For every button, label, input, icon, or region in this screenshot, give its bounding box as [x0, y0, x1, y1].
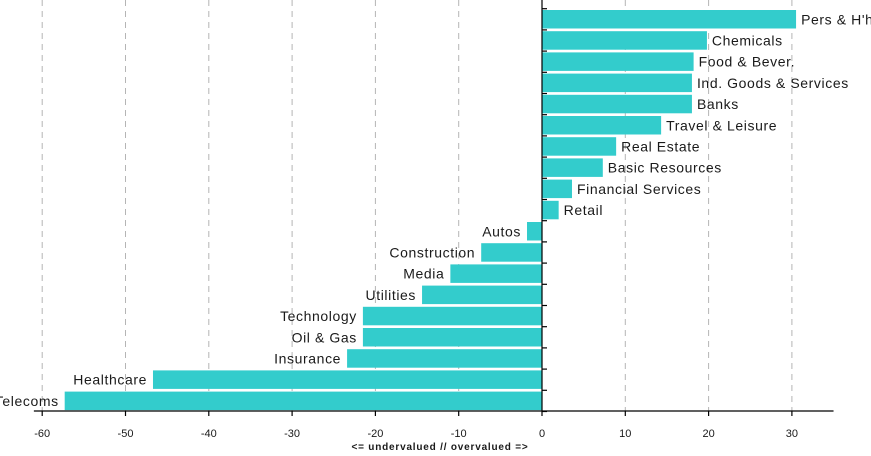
bar-4 [542, 94, 692, 114]
category-label-0: Pers & H'hold Goods [801, 11, 871, 27]
bar-5 [542, 116, 662, 135]
category-label-13: Utilities [366, 287, 417, 303]
x-tick-label-30: 30 [786, 428, 798, 440]
bar-0 [542, 10, 797, 29]
bar-2 [542, 52, 694, 71]
bar-6 [542, 137, 617, 156]
category-label-17: Healthcare [73, 372, 147, 388]
category-label-14: Technology [280, 308, 357, 324]
bar-13 [422, 285, 542, 305]
x-tick-label--20: -20 [367, 428, 383, 440]
x-tick-label--30: -30 [284, 428, 300, 440]
bar-8 [542, 179, 572, 199]
x-tick-label-20: 20 [702, 428, 714, 440]
axes [33, 0, 834, 416]
bar-7 [542, 158, 603, 177]
bar-3 [542, 73, 692, 93]
bar-17 [152, 370, 542, 389]
bar-11 [481, 243, 542, 262]
category-label-3: Ind. Goods & Services [697, 75, 849, 91]
x-tick-labels: -60 -50 -40 -30 -20 -10 0 10 20 30 [34, 428, 798, 440]
bar-10 [527, 222, 542, 241]
x-tick-label-0: 0 [539, 428, 545, 440]
x-tick-label--60: -60 [34, 428, 50, 440]
category-label-6: Real Estate [621, 138, 700, 154]
bar-1 [542, 31, 707, 50]
category-label-4: Banks [697, 96, 739, 112]
category-label-16: Insurance [274, 350, 341, 366]
x-tick-label--40: -40 [201, 428, 217, 440]
category-label-8: Financial Services [577, 181, 701, 197]
category-label-10: Autos [482, 223, 521, 239]
category-label-15: Oil & Gas [292, 329, 357, 345]
bar-15 [362, 328, 542, 347]
category-label-11: Construction [389, 244, 475, 260]
category-label-2: Food & Bever. [699, 54, 796, 70]
bar-16 [347, 349, 542, 368]
category-labels: Pers & H'hold Goods Chemicals Food & Bever… [0, 11, 871, 409]
bars [64, 10, 797, 411]
category-label-5: Travel & Leisure [666, 117, 777, 133]
bar-12 [450, 264, 542, 283]
bar-9 [542, 200, 559, 220]
category-label-7: Basic Resources [608, 160, 722, 176]
category-label-1: Chemicals [712, 32, 783, 48]
x-tick-label-10: 10 [619, 428, 631, 440]
x-tick-label--50: -50 [118, 428, 134, 440]
x-tick-label--10: -10 [451, 428, 467, 440]
category-label-18: Telecoms [0, 393, 59, 409]
category-label-9: Retail [564, 202, 603, 218]
bar-18 [64, 391, 542, 411]
category-label-12: Media [403, 266, 444, 282]
x-axis-label: <= undervalued // overvalued => [351, 442, 528, 453]
bar-14 [362, 306, 542, 326]
